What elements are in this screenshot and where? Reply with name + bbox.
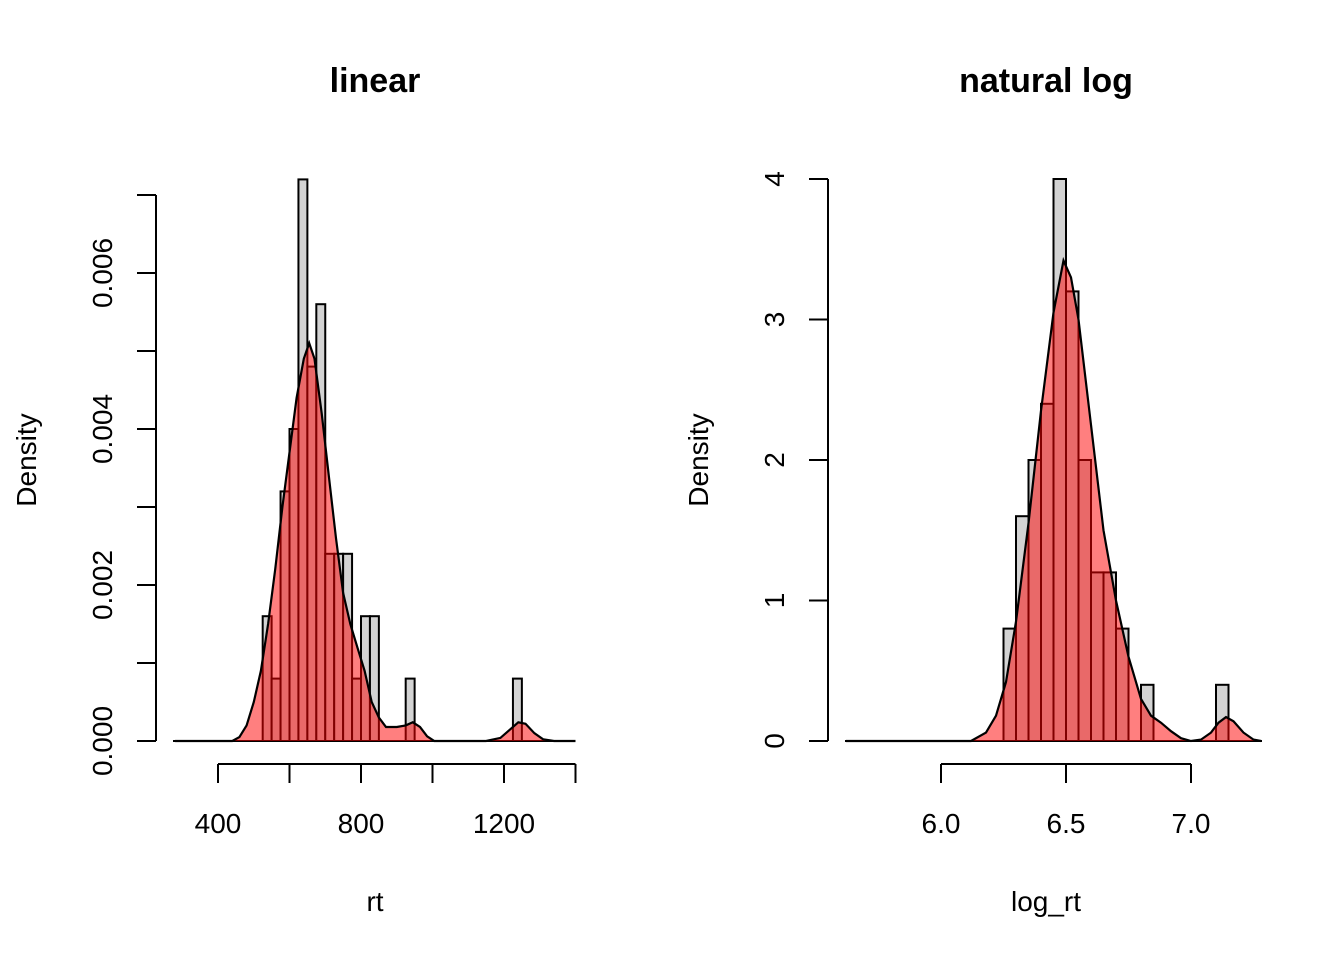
y-tick-label: 3	[759, 312, 790, 328]
x-tick-label: 6.5	[1047, 808, 1086, 839]
y-tick-label: 0.006	[87, 238, 118, 308]
x-tick-label: 6.0	[922, 808, 961, 839]
y-tick-label: 2	[759, 452, 790, 468]
y-tick-label: 0.000	[87, 706, 118, 776]
chart-title: natural log	[959, 62, 1133, 100]
x-axis-label: rt	[366, 886, 383, 917]
y-axis-label: Density	[11, 413, 42, 506]
y-tick-label: 0.002	[87, 550, 118, 620]
y-tick-label: 0	[759, 733, 790, 749]
x-tick-label: 7.0	[1172, 808, 1211, 839]
chart-title: linear	[330, 62, 421, 100]
x-tick-label: 1200	[473, 808, 535, 839]
x-tick-label: 800	[338, 808, 385, 839]
x-axis-label: log_rt	[1011, 886, 1081, 917]
density-line	[175, 339, 576, 743]
y-tick-label: 4	[759, 171, 790, 187]
log-panel: 6.0 6.5 7.0 0 1 2 3 4 natural log log_rt Density	[683, 62, 1262, 917]
x-tick-label: 400	[195, 808, 242, 839]
y-tick-label: 1	[759, 593, 790, 609]
linear-panel: 400 800 1200 0.000 0.002 0.004 0.006 linear rt De…	[11, 62, 577, 917]
density-fill	[846, 260, 1261, 741]
y-axis-label: Density	[683, 413, 714, 506]
density-line	[846, 256, 1262, 743]
y-tick-label: 0.004	[87, 394, 118, 464]
density-fill	[175, 343, 576, 741]
